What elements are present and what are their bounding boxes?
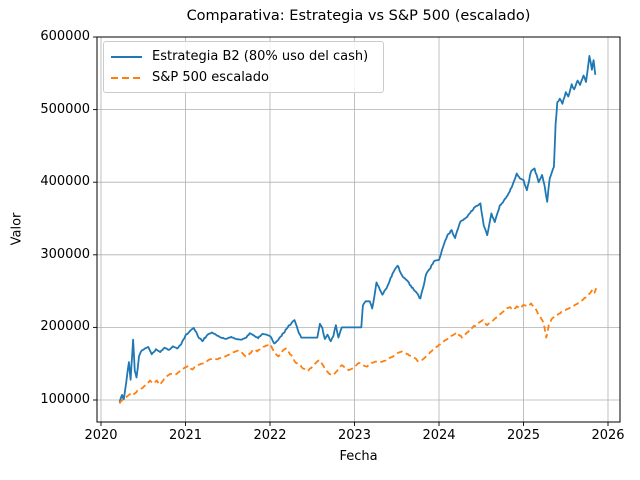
y-tick-label-600000: 600000 bbox=[40, 29, 90, 44]
legend-label-strategy: Estrategia B2 (80% uso del cash) bbox=[152, 49, 369, 64]
x-tick-label-2023: 2023 bbox=[337, 428, 372, 443]
y-tick-label-200000: 200000 bbox=[40, 319, 90, 335]
series-line-sp500 bbox=[118, 287, 598, 404]
chart-title: Comparativa: Estrategia vs S&P 500 (esca… bbox=[186, 8, 531, 24]
x-tick-label-2022: 2022 bbox=[253, 428, 287, 443]
legend-line-dashed-icon bbox=[111, 76, 142, 79]
y-tick-label-400000: 400000 bbox=[40, 174, 90, 190]
y-tick-label-500000: 500000 bbox=[40, 101, 90, 117]
legend-entry-strategy: Estrategia B2 (80% uso del cash) bbox=[111, 46, 375, 67]
x-tick-label-2021: 2021 bbox=[168, 428, 203, 443]
x-tick-label-2025: 2025 bbox=[506, 428, 541, 443]
x-tick-label-2024: 2024 bbox=[422, 428, 456, 443]
legend-entry-sp500: S&P 500 escalado bbox=[111, 67, 375, 88]
x-tick-label-2026: 2026 bbox=[591, 428, 625, 443]
legend-label-sp500: S&P 500 escalado bbox=[152, 70, 269, 85]
series-line-estrategia bbox=[118, 55, 597, 403]
x-tick-label-2020: 2020 bbox=[84, 428, 118, 443]
y-tick-label-100000: 100000 bbox=[40, 392, 90, 407]
x-axis-label: Fecha bbox=[339, 449, 378, 464]
y-axis-label: Valor bbox=[9, 212, 25, 246]
legend: Estrategia B2 (80% uso del cash) S&P 500… bbox=[103, 41, 384, 93]
legend-line-solid-icon bbox=[111, 55, 142, 58]
y-tick-label-300000: 300000 bbox=[40, 246, 90, 262]
axes-frame bbox=[96, 36, 621, 423]
